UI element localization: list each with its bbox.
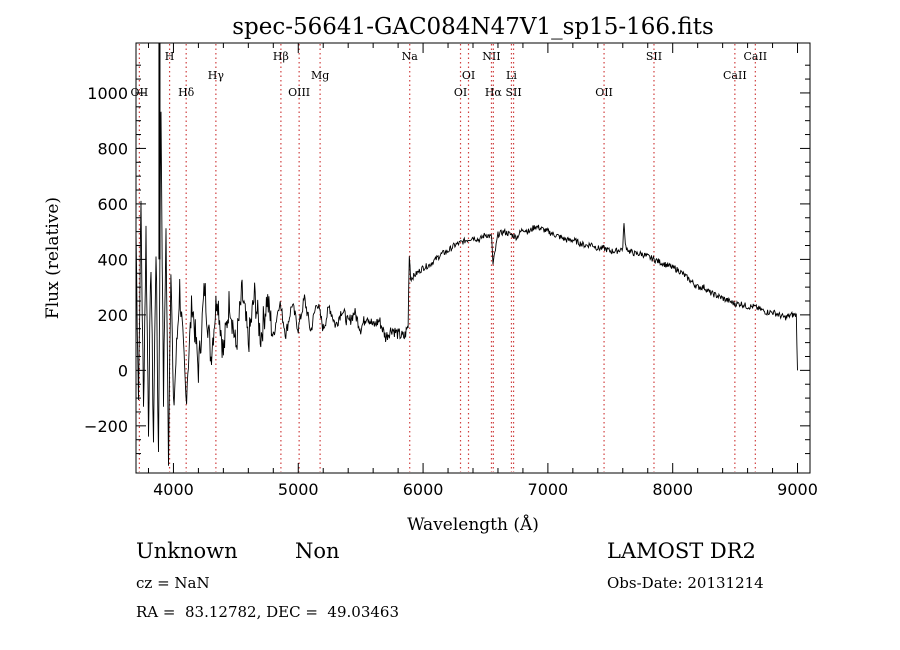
marker-label-12: Li bbox=[506, 69, 517, 82]
subclass-label: Non bbox=[295, 539, 340, 563]
spectrum-line bbox=[135, 111, 798, 466]
x-tick-label-8000: 8000 bbox=[652, 480, 693, 499]
chart-title: spec-56641-GAC084N47V1_sp15-166.fits bbox=[232, 14, 714, 40]
x-tick-label-5000: 5000 bbox=[278, 480, 319, 499]
marker-label-7: Na bbox=[402, 50, 419, 63]
marker-label-9: OI bbox=[462, 69, 475, 82]
marker-label-11: Hα bbox=[485, 86, 503, 99]
redshift-label: cz = NaN bbox=[136, 574, 210, 592]
x-tick-label-4000: 4000 bbox=[153, 480, 194, 499]
marker-label-8: OI bbox=[454, 86, 467, 99]
x-tick-label-9000: 9000 bbox=[777, 480, 818, 499]
x-axis-label: Wavelength (Å) bbox=[407, 514, 539, 535]
y-tick-label-800: 800 bbox=[97, 139, 128, 158]
marker-label-6: Mg bbox=[311, 69, 329, 82]
y-axis-label: Flux (relative) bbox=[43, 197, 63, 319]
plot-frame bbox=[135, 42, 811, 474]
marker-label-10: NII bbox=[482, 50, 500, 63]
y-tick-label--200: −200 bbox=[84, 417, 128, 436]
y-tick-label-400: 400 bbox=[97, 250, 128, 269]
axes: 4000 5000 6000 7000 8000 9000 −200 0 200 400 600 80… bbox=[84, 43, 818, 499]
x-tick-label-6000: 6000 bbox=[403, 480, 444, 499]
y-tick-label-200: 200 bbox=[97, 306, 128, 325]
y-tick-label-600: 600 bbox=[97, 195, 128, 214]
coordinates-label: RA = 83.12782, DEC = 49.03463 bbox=[136, 603, 400, 621]
obs-date-label: Obs-Date: 20131214 bbox=[607, 574, 764, 592]
marker-label-1: H bbox=[165, 50, 175, 63]
marker-label-4: Hβ bbox=[273, 50, 289, 63]
class-label: Unknown bbox=[136, 539, 238, 563]
x-tick-label-7000: 7000 bbox=[528, 480, 569, 499]
marker-label-2: Hδ bbox=[178, 86, 195, 99]
marker-label-5: OIII bbox=[288, 86, 310, 99]
marker-label-14: OII bbox=[595, 86, 613, 99]
y-tick-label-1000: 1000 bbox=[87, 84, 128, 103]
y-tick-label-0: 0 bbox=[118, 361, 128, 380]
marker-label-13: SII bbox=[505, 86, 521, 99]
marker-label-16: CaII bbox=[723, 69, 747, 82]
marker-label-3: Hγ bbox=[208, 69, 225, 82]
marker-label-17: CaII bbox=[743, 50, 767, 63]
marker-label-15: SII bbox=[646, 50, 662, 63]
survey-label: LAMOST DR2 bbox=[607, 539, 756, 563]
spectrum-series bbox=[135, 43, 798, 466]
